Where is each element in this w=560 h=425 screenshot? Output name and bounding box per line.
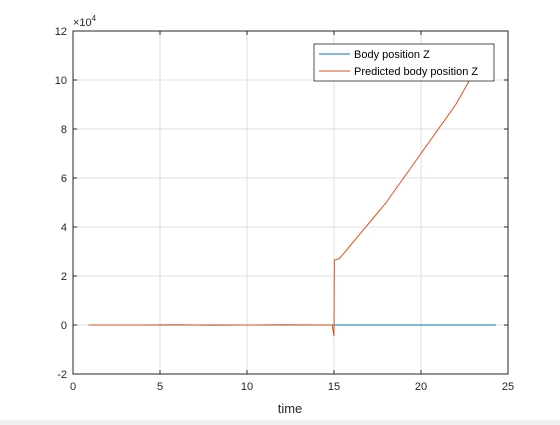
legend: Body position Z Predicted body position …: [314, 44, 494, 81]
legend-label-predicted-body-position-z: Predicted body position Z: [354, 66, 478, 78]
y-tick-label: 10: [55, 75, 67, 87]
y-tick-label: 2: [61, 271, 67, 283]
y-tick-label: 12: [55, 26, 67, 38]
y-tick-label: -2: [57, 369, 67, 381]
y-tick-label: 8: [61, 124, 67, 136]
x-tick-label: 10: [241, 381, 253, 393]
x-axis-label: time: [278, 401, 303, 416]
x-tick-label: 25: [502, 381, 514, 393]
y-axis-exponent: ×104: [73, 14, 97, 29]
x-tick-label: 15: [328, 381, 340, 393]
y-tick-label: 0: [61, 320, 67, 332]
x-tick-label: 0: [70, 381, 76, 393]
y-tick-label: 4: [61, 222, 67, 234]
x-tick-labels: 0 5 10 15 20 25: [70, 381, 514, 393]
x-tick-label: 20: [415, 381, 427, 393]
x-tick-label: 5: [157, 381, 163, 393]
legend-label-body-position-z: Body position Z: [354, 49, 430, 61]
plot-area: [73, 31, 508, 374]
y-tick-labels: -2 0 2 4 6 8 10 12: [55, 26, 67, 381]
y-tick-label: 6: [61, 173, 67, 185]
